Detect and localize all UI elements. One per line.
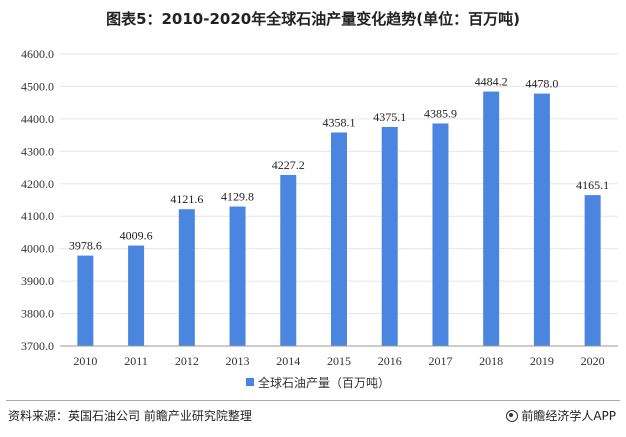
data-label: 4375.1	[373, 110, 406, 124]
bar	[483, 91, 500, 346]
bar	[280, 174, 297, 346]
y-tick-label: 3900.0	[21, 274, 54, 288]
data-label: 4484.2	[475, 75, 508, 89]
y-tick-label: 4100.0	[21, 209, 54, 223]
y-tick-label: 4000.0	[21, 242, 54, 256]
data-label: 4009.6	[120, 229, 153, 243]
x-axis-ticks: 2010 2011 2012 2013 2014 2015 2016 2017 2018 2019…	[73, 354, 604, 368]
y-tick-label: 4400.0	[21, 112, 54, 126]
brand-name: 前瞻经济学人APP	[521, 409, 616, 423]
bar	[331, 132, 347, 346]
x-tick-label: 2018	[479, 354, 503, 368]
x-tick-label: 2016	[378, 354, 402, 368]
x-tick-label: 2017	[428, 354, 452, 368]
bar-chart: 3700.0 3800.0 3900.0 4000.0 4100.0 4200.0 4300…	[21, 47, 618, 390]
bar	[77, 255, 94, 346]
y-tick-label: 4600.0	[21, 47, 54, 61]
y-tick-label: 4300.0	[21, 144, 54, 158]
data-label: 4358.1	[323, 115, 356, 129]
x-tick-label: 2012	[175, 354, 199, 368]
data-label: 4129.8	[221, 190, 254, 204]
footer-divider	[6, 400, 620, 401]
x-tick-label: 2015	[327, 354, 351, 368]
x-tick-label: 2013	[226, 354, 250, 368]
y-tick-label: 3800.0	[21, 307, 54, 321]
data-label: 4121.6	[170, 192, 203, 206]
brand-credit: 前瞻经济学人APP	[506, 407, 616, 424]
brand-logo-icon	[506, 410, 519, 422]
y-tick-label: 3700.0	[21, 339, 54, 353]
legend-label: 全球石油产量（百万吨）	[258, 375, 390, 390]
bar	[128, 245, 145, 346]
bar	[432, 123, 449, 346]
x-tick-label: 2019	[530, 354, 554, 368]
data-label: 4478.0	[525, 77, 558, 91]
x-tick-label: 2011	[124, 354, 148, 368]
data-label: 3978.6	[69, 239, 102, 253]
legend-swatch	[246, 378, 254, 386]
y-tick-label: 4200.0	[21, 177, 54, 191]
chart-title: 图表5：2010-2020年全球石油产量变化趋势(单位：百万吨)	[106, 10, 520, 28]
legend: 全球石油产量（百万吨）	[246, 375, 390, 390]
x-tick-label: 2020	[581, 354, 605, 368]
data-label: 4227.2	[272, 158, 305, 172]
data-label: 4385.9	[424, 106, 457, 120]
data-label: 4165.1	[576, 178, 609, 192]
bar	[381, 126, 398, 346]
y-axis-ticks: 3700.0 3800.0 3900.0 4000.0 4100.0 4200.0 4300…	[21, 47, 54, 353]
bar	[178, 209, 195, 346]
source-note: 资料来源：英国石油公司 前瞻产业研究院整理	[8, 409, 252, 423]
bar	[584, 195, 601, 346]
bars-layer	[77, 91, 601, 347]
data-labels: 3978.6 4009.6 4121.6 4129.8 4227.2 4358.1 4375…	[69, 75, 609, 253]
y-tick-label: 4500.0	[21, 79, 54, 93]
x-tick-label: 2014	[276, 354, 300, 368]
bar	[533, 93, 550, 347]
x-tick-label: 2010	[73, 354, 97, 368]
bar	[229, 206, 246, 346]
